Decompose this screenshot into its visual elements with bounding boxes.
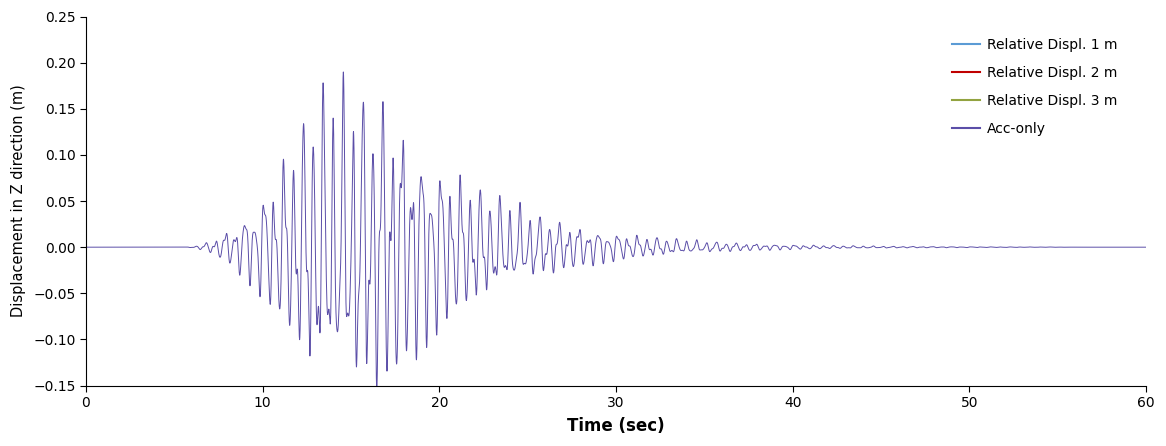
Legend: Relative Displ. 1 m, Relative Displ. 2 m, Relative Displ. 3 m, Acc-only: Relative Displ. 1 m, Relative Displ. 2 m… xyxy=(941,27,1129,147)
Y-axis label: Displacement in Z direction (m): Displacement in Z direction (m) xyxy=(12,85,26,318)
X-axis label: Time (sec): Time (sec) xyxy=(567,417,665,435)
